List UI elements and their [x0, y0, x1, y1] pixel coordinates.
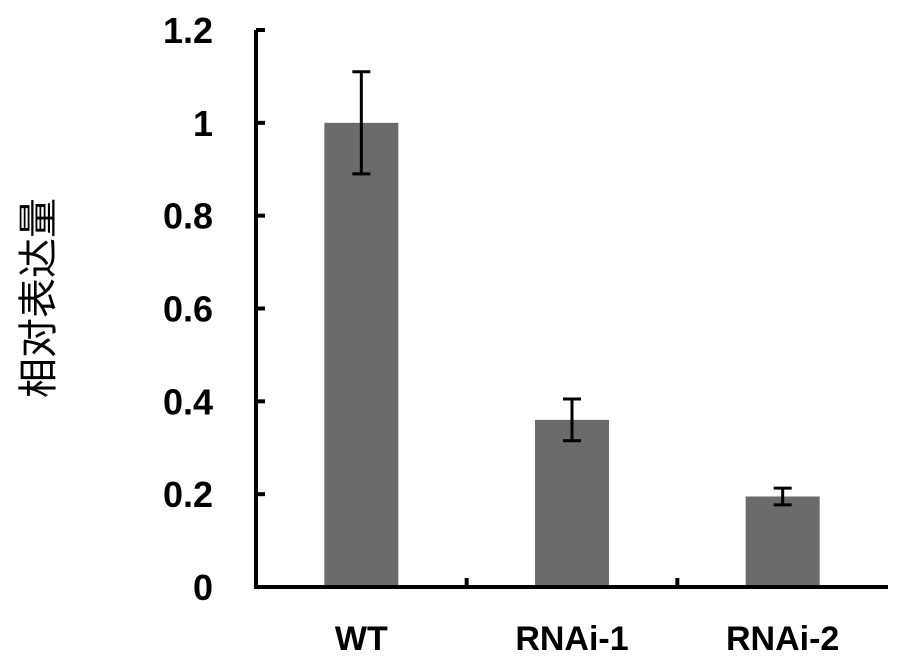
- bars: [324, 122, 820, 587]
- y-tick-label: 0.2: [163, 474, 213, 515]
- y-tick-label: 1: [193, 103, 213, 144]
- category-labels: WT RNAi-1 RNAi-2: [335, 620, 839, 658]
- category-label: RNAi-1: [515, 620, 628, 658]
- y-tick-label: 0: [193, 567, 213, 608]
- x-axis-ticks: [464, 578, 680, 587]
- y-axis-title: 相对表达量: [16, 198, 62, 398]
- category-label: RNAi-2: [726, 620, 839, 658]
- y-tick-label: 0.6: [163, 289, 213, 330]
- category-label: WT: [335, 620, 388, 658]
- bar: [324, 122, 399, 587]
- bar: [745, 496, 820, 587]
- y-tick-label: 0.4: [163, 381, 213, 422]
- y-tick-label: 1.2: [163, 10, 213, 51]
- bar: [535, 419, 609, 587]
- y-tick-label: 0.8: [163, 196, 213, 237]
- y-axis-ticks: 0 0.2 0.4 0.6 0.8 1 1.2: [163, 10, 265, 608]
- error-bars: [352, 70, 792, 507]
